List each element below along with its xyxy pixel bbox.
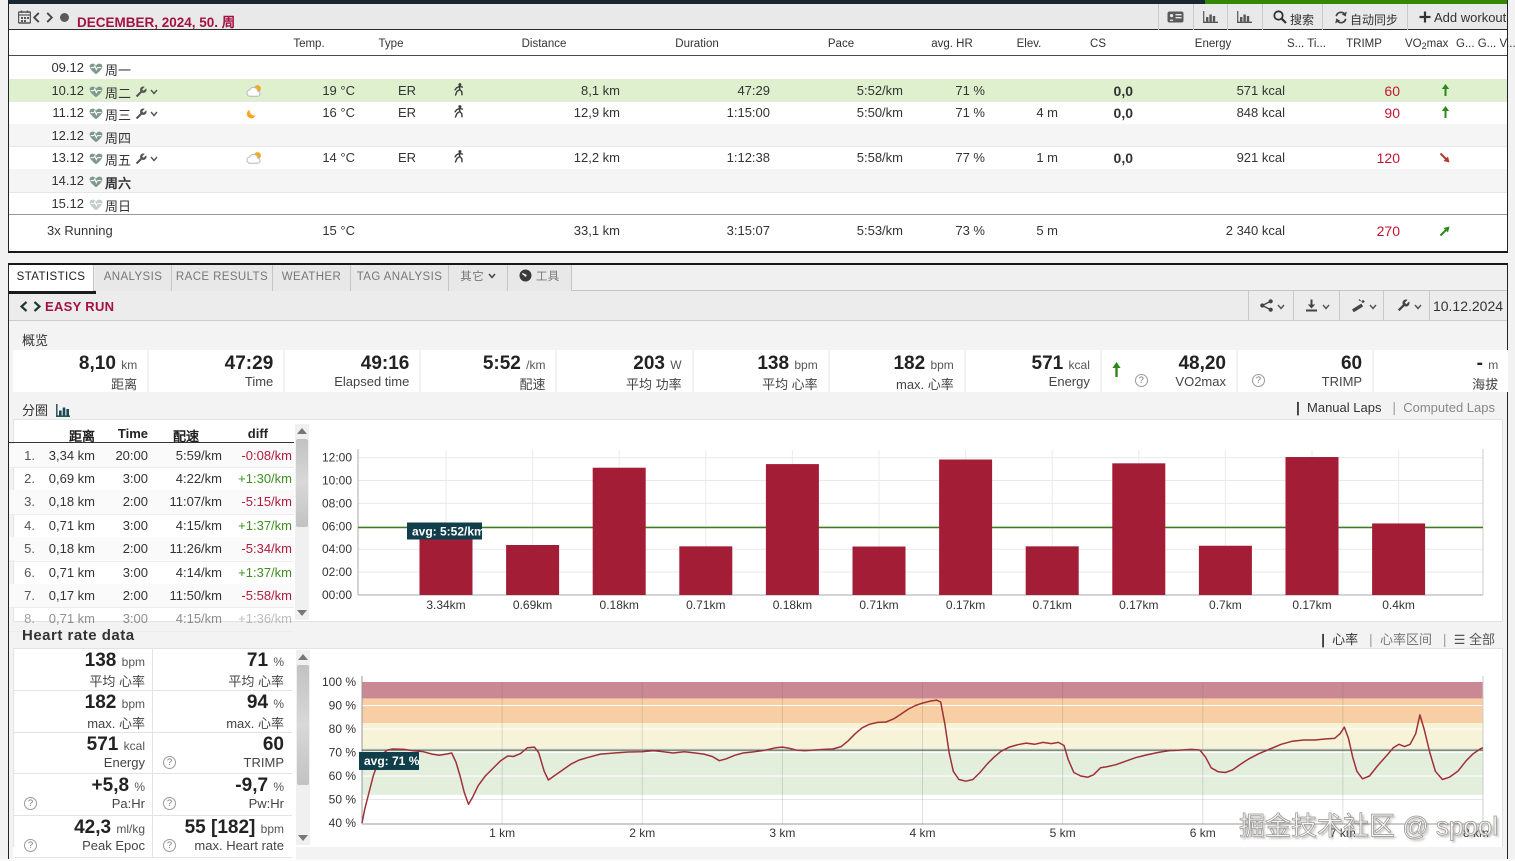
svg-text:8 km: 8 km xyxy=(1463,826,1489,840)
svg-text:3.34km: 3.34km xyxy=(426,598,465,612)
svg-text:00:00: 00:00 xyxy=(322,588,352,602)
svg-text:6 km: 6 km xyxy=(1190,826,1216,840)
svg-text:2 km: 2 km xyxy=(629,826,655,840)
svg-text:60 %: 60 % xyxy=(329,769,357,783)
svg-text:0.69km: 0.69km xyxy=(513,598,552,612)
svg-text:0.71km: 0.71km xyxy=(1033,598,1072,612)
svg-text:04:00: 04:00 xyxy=(322,542,352,556)
svg-text:08:00: 08:00 xyxy=(322,496,352,510)
svg-text:80 %: 80 % xyxy=(329,722,357,736)
svg-text:10:00: 10:00 xyxy=(322,474,352,488)
svg-text:70 %: 70 % xyxy=(329,746,357,760)
svg-text:4 km: 4 km xyxy=(909,826,935,840)
svg-text:100 %: 100 % xyxy=(322,675,356,689)
svg-text:avg: 5:52/km: avg: 5:52/km xyxy=(412,525,485,539)
svg-text:1 km: 1 km xyxy=(489,826,515,840)
svg-text:7 km: 7 km xyxy=(1330,826,1356,840)
svg-text:0.17km: 0.17km xyxy=(1119,598,1158,612)
svg-text:0.4km: 0.4km xyxy=(1382,598,1415,612)
svg-text:0.7km: 0.7km xyxy=(1209,598,1242,612)
svg-text:06:00: 06:00 xyxy=(322,519,352,533)
svg-text:5 km: 5 km xyxy=(1050,826,1076,840)
svg-text:0.18km: 0.18km xyxy=(773,598,812,612)
svg-text:0.71km: 0.71km xyxy=(859,598,898,612)
svg-text:40 %: 40 % xyxy=(329,816,357,830)
svg-text:02:00: 02:00 xyxy=(322,565,352,579)
svg-text:3 km: 3 km xyxy=(769,826,795,840)
svg-text:0.18km: 0.18km xyxy=(600,598,639,612)
svg-text:0.17km: 0.17km xyxy=(1292,598,1331,612)
svg-text:0.17km: 0.17km xyxy=(946,598,985,612)
svg-text:50 %: 50 % xyxy=(329,793,357,807)
svg-text:0.71km: 0.71km xyxy=(686,598,725,612)
svg-text:12:00: 12:00 xyxy=(322,451,352,465)
svg-text:90 %: 90 % xyxy=(329,699,357,713)
svg-text:avg: 71 %: avg: 71 % xyxy=(364,754,420,768)
